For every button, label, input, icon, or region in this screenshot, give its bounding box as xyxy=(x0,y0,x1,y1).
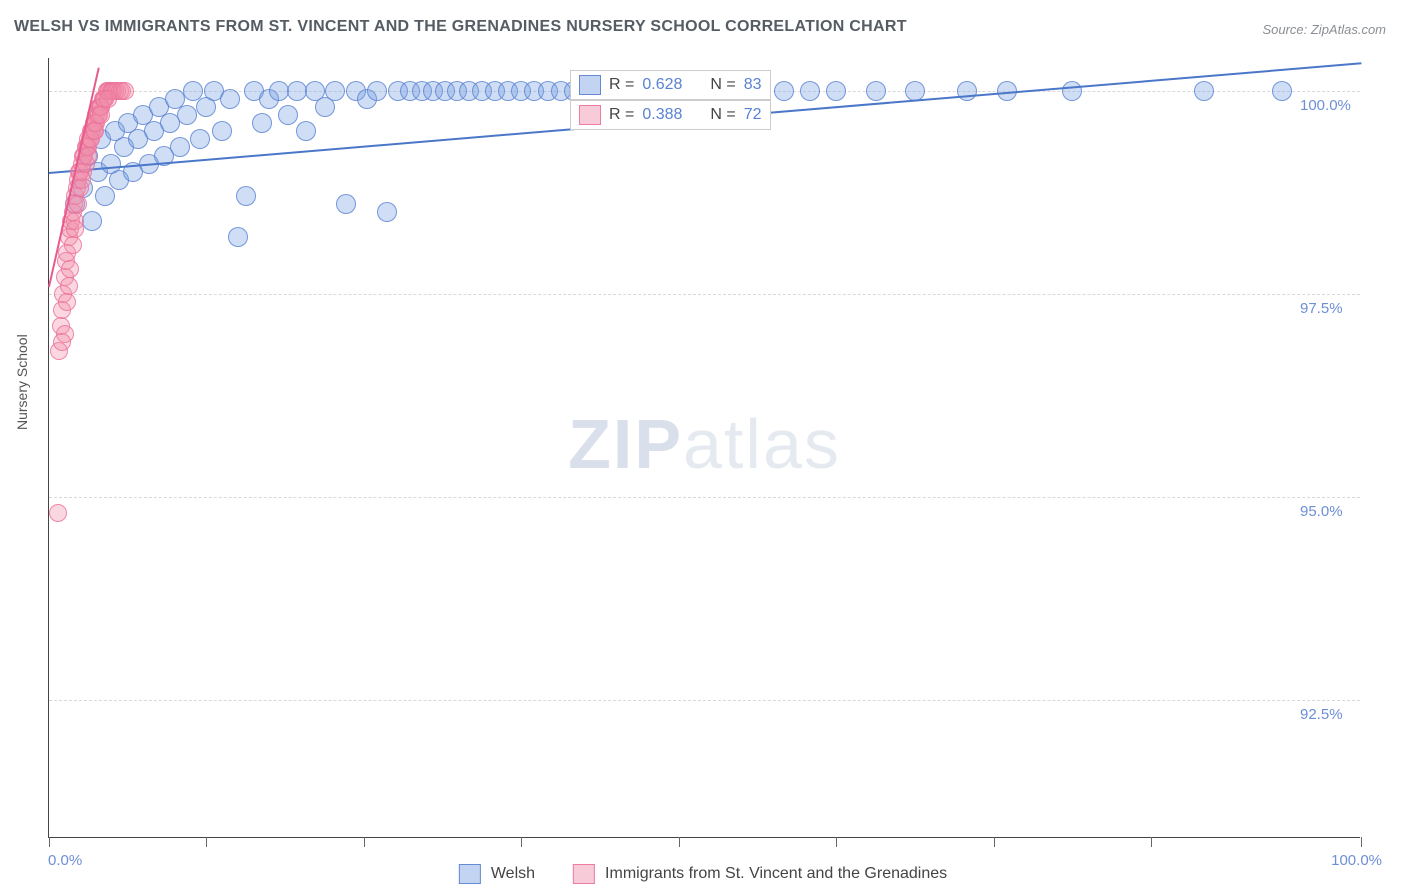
legend-swatch-blue-icon xyxy=(459,864,481,884)
data-point xyxy=(1062,81,1082,101)
swatch-pink-icon xyxy=(579,105,601,125)
r-label-2: R = xyxy=(609,106,634,124)
r-label-1: R = xyxy=(609,76,634,94)
plot-area: ZIPatlas xyxy=(48,58,1360,838)
x-tick xyxy=(1361,837,1362,847)
data-point xyxy=(61,260,79,278)
data-point xyxy=(1194,81,1214,101)
watermark-light: atlas xyxy=(683,405,841,483)
data-point xyxy=(79,147,97,165)
data-point xyxy=(866,81,886,101)
y-tick-label: 92.5% xyxy=(1300,706,1343,723)
x-tick xyxy=(49,837,50,847)
legend-swatch-pink-icon xyxy=(573,864,595,884)
x-axis-max-label: 100.0% xyxy=(1331,852,1382,869)
data-point xyxy=(252,113,272,133)
data-point xyxy=(86,122,104,140)
n-label-2: N = xyxy=(710,106,735,124)
data-point xyxy=(99,90,117,108)
data-point xyxy=(228,227,248,247)
data-point xyxy=(287,81,307,101)
y-axis-label: Nursery School xyxy=(14,334,30,430)
legend-label-2: Immigrants from St. Vincent and the Gren… xyxy=(605,865,947,883)
data-point xyxy=(82,211,102,231)
y-tick-label: 100.0% xyxy=(1300,97,1351,114)
x-tick xyxy=(364,837,365,847)
stats-legend-row-2: R = 0.388 N = 72 xyxy=(570,100,771,130)
chart-title: WELSH VS IMMIGRANTS FROM ST. VINCENT AND… xyxy=(14,18,907,36)
data-point xyxy=(69,195,87,213)
data-point xyxy=(367,81,387,101)
legend-label-1: Welsh xyxy=(491,865,535,883)
data-point xyxy=(64,236,82,254)
data-point xyxy=(905,81,925,101)
r-value-1: 0.628 xyxy=(642,76,682,94)
x-tick xyxy=(206,837,207,847)
data-point xyxy=(190,129,210,149)
data-point xyxy=(325,81,345,101)
data-point xyxy=(92,106,110,124)
gridline xyxy=(49,700,1360,701)
watermark: ZIPatlas xyxy=(568,404,841,484)
x-tick xyxy=(679,837,680,847)
x-tick xyxy=(994,837,995,847)
x-tick xyxy=(521,837,522,847)
data-point xyxy=(220,89,240,109)
n-value-1: 83 xyxy=(744,76,762,94)
series-legend: Welsh Immigrants from St. Vincent and th… xyxy=(459,864,947,884)
data-point xyxy=(236,186,256,206)
data-point xyxy=(53,333,71,351)
data-point xyxy=(1272,81,1292,101)
watermark-bold: ZIP xyxy=(568,405,683,483)
data-point xyxy=(800,81,820,101)
data-point xyxy=(826,81,846,101)
data-point xyxy=(58,293,76,311)
data-point xyxy=(336,194,356,214)
gridline xyxy=(49,497,1360,498)
data-point xyxy=(269,81,289,101)
data-point xyxy=(377,202,397,222)
swatch-blue-icon xyxy=(579,75,601,95)
data-point xyxy=(60,277,78,295)
data-point xyxy=(278,105,298,125)
n-value-2: 72 xyxy=(744,106,762,124)
data-point xyxy=(774,81,794,101)
x-axis-min-label: 0.0% xyxy=(48,852,82,869)
data-point xyxy=(95,186,115,206)
data-point xyxy=(296,121,316,141)
data-point xyxy=(49,504,67,522)
source-label: Source: ZipAtlas.com xyxy=(1262,22,1386,37)
gridline xyxy=(49,294,1360,295)
n-label-1: N = xyxy=(710,76,735,94)
data-point xyxy=(212,121,232,141)
y-tick-label: 97.5% xyxy=(1300,300,1343,317)
stats-legend-row-1: R = 0.628 N = 83 xyxy=(570,70,771,100)
data-point xyxy=(66,220,84,238)
y-tick-label: 95.0% xyxy=(1300,503,1343,520)
r-value-2: 0.388 xyxy=(642,106,682,124)
x-tick xyxy=(1151,837,1152,847)
chart-container: WELSH VS IMMIGRANTS FROM ST. VINCENT AND… xyxy=(0,0,1406,892)
data-point xyxy=(170,137,190,157)
data-point xyxy=(116,82,134,100)
x-tick xyxy=(836,837,837,847)
data-point xyxy=(177,105,197,125)
